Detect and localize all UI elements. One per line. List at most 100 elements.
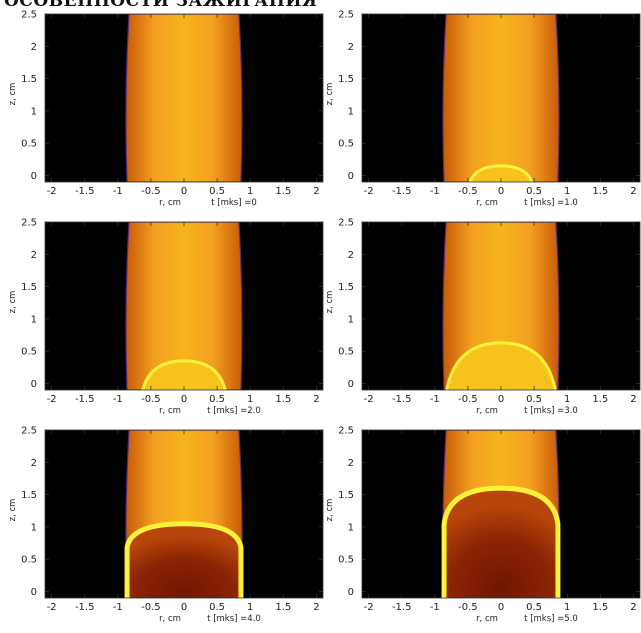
y-tick-label: 2 — [348, 250, 354, 261]
y-tick-label: 1.5 — [338, 74, 354, 85]
x-tick-label: 2 — [630, 186, 636, 197]
x-tick-label: 0 — [498, 186, 504, 197]
x-tick-label: -2 — [47, 394, 57, 405]
x-tick-label: 2 — [630, 394, 636, 405]
x-tick-label: -0.5 — [458, 394, 478, 405]
y-tick-label: 0.5 — [21, 139, 37, 150]
y-tick-label: 2 — [348, 42, 354, 53]
y-axis-label: z, cm — [325, 83, 335, 106]
y-tick-label: 1.5 — [338, 282, 354, 293]
x-axis-label: r, cm — [476, 406, 498, 416]
y-tick-label: 2.5 — [21, 218, 37, 229]
panel-1: -2 -1.5 -1 -0.5 0 0.5 1 1.5 2 0 0.5 1 1.5 2 2.5 r, cm t … — [8, 10, 324, 208]
y-tick-label: 1 — [348, 522, 354, 533]
y-tick-label: 2 — [31, 250, 37, 261]
panel-4: -2 -1.5 -1 -0.5 0 0.5 1 1.5 2 0 0.5 1 1.5 2 2.5 r, cm t … — [325, 218, 641, 416]
y-tick-label: 0.5 — [338, 347, 354, 358]
x-tick-label: -1.5 — [75, 394, 95, 405]
y-axis-label: z, cm — [8, 499, 18, 522]
y-tick-label: 0.5 — [21, 347, 37, 358]
x-tick-label: 1 — [564, 394, 570, 405]
x-tick-label: 1.5 — [592, 186, 608, 197]
x-tick-label: -1 — [430, 394, 440, 405]
x-tick-label: -1.5 — [392, 602, 412, 613]
y-tick-label: 0.5 — [338, 139, 354, 150]
x-tick-label: 0 — [498, 602, 504, 613]
x-tick-label: 0.5 — [209, 602, 225, 613]
y-tick-label: 0 — [31, 587, 37, 598]
x-tick-label: 2 — [313, 186, 319, 197]
x-tick-label: 1 — [247, 186, 253, 197]
y-tick-label: 2 — [348, 458, 354, 469]
x-tick-label: -1 — [113, 186, 123, 197]
x-tick-label: 0.5 — [526, 602, 542, 613]
x-tick-label: -1 — [430, 186, 440, 197]
x-tick-label: 0.5 — [526, 394, 542, 405]
x-tick-label: 0.5 — [209, 394, 225, 405]
plasma-column — [442, 14, 560, 182]
x-tick-label: -0.5 — [141, 602, 161, 613]
x-tick-label: -2 — [364, 394, 374, 405]
x-axis-label: r, cm — [476, 614, 498, 624]
x-tick-label: 2 — [313, 602, 319, 613]
panel-6: -2 -1.5 -1 -0.5 0 0.5 1 1.5 2 0 0.5 1 1.5 2 2.5 r, cm t … — [325, 426, 641, 624]
y-tick-label: 2.5 — [338, 218, 354, 229]
x-tick-label: 0.5 — [209, 186, 225, 197]
x-tick-label: 0 — [181, 186, 187, 197]
x-axis-label: r, cm — [159, 406, 181, 416]
y-tick-label: 0.5 — [338, 555, 354, 566]
ignition-front — [124, 521, 244, 598]
x-tick-label: -0.5 — [458, 186, 478, 197]
panel-5: -2 -1.5 -1 -0.5 0 0.5 1 1.5 2 0 0.5 1 1.5 2 2.5 r, cm t … — [8, 426, 324, 624]
x-tick-label: -1 — [113, 602, 123, 613]
y-tick-label: 0 — [348, 171, 354, 182]
time-label: t [mks] =5.0 — [524, 614, 578, 624]
y-axis-label: z, cm — [8, 291, 18, 314]
y-axis-label: z, cm — [325, 499, 335, 522]
x-axis-label: r, cm — [159, 198, 181, 208]
x-tick-label: 0.5 — [526, 186, 542, 197]
x-tick-label: -1 — [113, 394, 123, 405]
x-tick-label: 1 — [564, 602, 570, 613]
y-tick-label: 1 — [348, 314, 354, 325]
x-tick-label: 2 — [313, 394, 319, 405]
x-tick-label: -2 — [47, 602, 57, 613]
x-tick-label: -1.5 — [75, 186, 95, 197]
y-tick-label: 2.5 — [338, 10, 354, 21]
y-tick-label: 2 — [31, 458, 37, 469]
x-tick-label: 0 — [498, 394, 504, 405]
x-axis-label: r, cm — [159, 614, 181, 624]
ignition-front — [141, 359, 227, 390]
y-tick-label: 1 — [31, 522, 37, 533]
y-tick-label: 2.5 — [21, 10, 37, 21]
ignition-front — [441, 485, 561, 598]
x-tick-label: -1.5 — [75, 602, 95, 613]
y-tick-label: 0 — [348, 379, 354, 390]
x-tick-label: -0.5 — [141, 186, 161, 197]
x-tick-label: 1 — [247, 394, 253, 405]
y-tick-label: 1 — [31, 314, 37, 325]
time-label: t [mks] =2.0 — [207, 406, 261, 416]
y-tick-label: 1 — [348, 106, 354, 117]
x-tick-label: -1 — [430, 602, 440, 613]
plasma-column — [125, 14, 243, 182]
x-tick-label: 1.5 — [592, 602, 608, 613]
x-tick-label: 1.5 — [275, 394, 291, 405]
x-tick-label: 2 — [630, 602, 636, 613]
y-tick-label: 2.5 — [21, 426, 37, 437]
x-tick-label: -0.5 — [141, 394, 161, 405]
ignition-front — [445, 341, 557, 390]
time-label: t [mks] =1.0 — [524, 198, 578, 208]
panel-3: -2 -1.5 -1 -0.5 0 0.5 1 1.5 2 0 0.5 1 1.5 2 2.5 r, cm t … — [8, 218, 324, 416]
x-tick-label: 0 — [181, 394, 187, 405]
x-tick-label: -2 — [364, 186, 374, 197]
plasma-column — [125, 222, 243, 390]
y-tick-label: 1.5 — [21, 282, 37, 293]
y-axis-label: z, cm — [325, 291, 335, 314]
figure-header: ОСОБЕННОСТИ ЗАЖИГАНИЯ — [4, 0, 318, 11]
time-label: t [mks] =0 — [211, 198, 257, 208]
y-tick-label: 2 — [31, 42, 37, 53]
y-tick-label: 0.5 — [21, 555, 37, 566]
x-tick-label: 1.5 — [275, 602, 291, 613]
